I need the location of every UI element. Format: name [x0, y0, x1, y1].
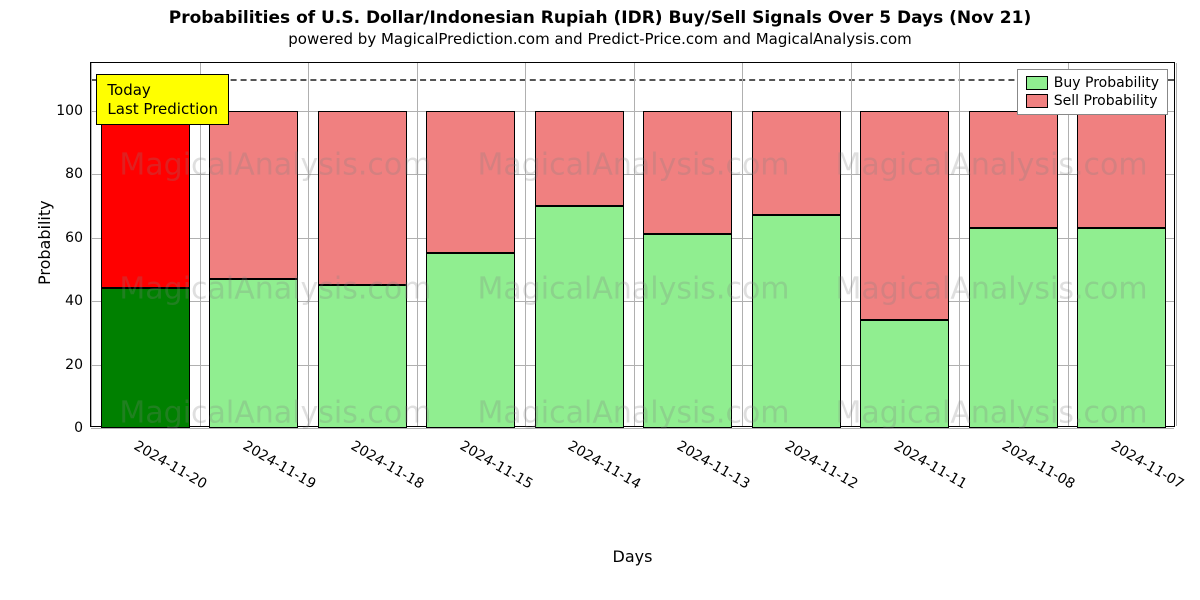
chart-subtitle: powered by MagicalPrediction.com and Pre… — [0, 28, 1200, 48]
bar-slot — [643, 63, 732, 426]
bar-slot — [860, 63, 949, 426]
grid-line-vertical — [1068, 63, 1069, 426]
bar-segment-sell — [535, 111, 624, 206]
x-tick-label: 2024-11-08 — [999, 438, 1077, 493]
legend-item: Buy Probability — [1026, 74, 1159, 92]
x-tick-label: 2024-11-15 — [457, 438, 535, 493]
bar-segment-buy — [209, 279, 298, 428]
x-tick-label: 2024-11-19 — [240, 438, 318, 493]
bar-segment-sell — [969, 111, 1058, 228]
bar-segment-sell — [209, 111, 298, 279]
grid-line-vertical — [959, 63, 960, 426]
legend: Buy Probability Sell Probability — [1017, 69, 1168, 115]
y-tick-label: 100 — [56, 103, 91, 119]
callout-line: Last Prediction — [107, 100, 218, 119]
bar-segment-sell — [1077, 111, 1166, 228]
grid-line-vertical — [417, 63, 418, 426]
x-axis-label: Days — [613, 547, 653, 566]
callout-line: Today — [107, 81, 218, 100]
bar-segment-buy — [426, 253, 515, 428]
y-tick-label: 80 — [65, 166, 91, 182]
x-tick-label: 2024-11-18 — [348, 438, 426, 493]
grid-line-vertical — [851, 63, 852, 426]
today-callout: TodayLast Prediction — [96, 74, 229, 126]
legend-swatch — [1026, 76, 1048, 90]
grid-line-vertical — [634, 63, 635, 426]
bar-segment-buy — [969, 228, 1058, 428]
bar-slot — [752, 63, 841, 426]
y-tick-label: 60 — [65, 230, 91, 246]
bar-segment-sell — [643, 111, 732, 235]
plot-area: 0204060801002024-11-202024-11-192024-11-… — [90, 62, 1175, 427]
x-tick-label: 2024-11-12 — [782, 438, 860, 493]
x-tick-label: 2024-11-20 — [131, 438, 209, 493]
y-tick-label: 40 — [65, 293, 91, 309]
grid-line-vertical — [742, 63, 743, 426]
bar-segment-sell — [752, 111, 841, 216]
bar-segment-buy — [1077, 228, 1166, 428]
bar-segment-sell — [426, 111, 515, 254]
grid-line-vertical — [525, 63, 526, 426]
grid-line-vertical — [1176, 63, 1177, 426]
grid-line-vertical — [308, 63, 309, 426]
bar-segment-sell — [860, 111, 949, 320]
bar-segment-buy — [860, 320, 949, 428]
legend-swatch — [1026, 94, 1048, 108]
bar-segment-buy — [752, 215, 841, 428]
bar-segment-buy — [535, 206, 624, 428]
bar-segment-sell — [101, 111, 190, 289]
bar-segment-buy — [643, 234, 732, 428]
bar-slot — [1077, 63, 1166, 426]
x-tick-label: 2024-11-11 — [891, 438, 969, 493]
y-axis-label: Probability — [35, 200, 54, 285]
bar-segment-buy — [101, 288, 190, 428]
grid-line-vertical — [91, 63, 92, 426]
bar-slot — [969, 63, 1058, 426]
bar-slot — [318, 63, 407, 426]
bar-slot — [426, 63, 515, 426]
bar-segment-buy — [318, 285, 407, 428]
legend-item: Sell Probability — [1026, 92, 1159, 110]
x-tick-label: 2024-11-13 — [674, 438, 752, 493]
grid-line-horizontal — [91, 428, 1174, 429]
bar-segment-sell — [318, 111, 407, 286]
bar-slot — [535, 63, 624, 426]
legend-label: Buy Probability — [1054, 75, 1159, 91]
chart-title: Probabilities of U.S. Dollar/Indonesian … — [0, 0, 1200, 28]
legend-label: Sell Probability — [1054, 93, 1158, 109]
y-tick-label: 20 — [65, 357, 91, 373]
x-tick-label: 2024-11-14 — [565, 438, 643, 493]
x-tick-label: 2024-11-07 — [1108, 438, 1186, 493]
chart-container: Probabilities of U.S. Dollar/Indonesian … — [0, 0, 1200, 600]
y-tick-label: 0 — [74, 420, 91, 436]
